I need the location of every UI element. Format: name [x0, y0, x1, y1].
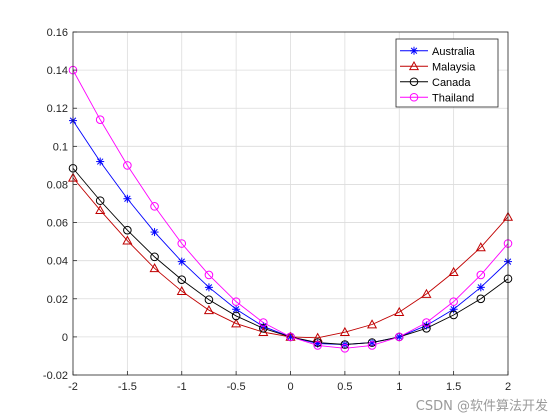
data-point-malaysia	[203, 304, 214, 315]
data-point-malaysia	[95, 204, 106, 215]
data-point-australia	[150, 228, 159, 237]
data-point-thailand	[204, 270, 214, 280]
data-point-thailand	[449, 297, 458, 306]
x-tick-label: 0	[287, 381, 293, 393]
data-point-canada	[204, 295, 214, 305]
x-tick-label: -0.5	[227, 381, 246, 393]
data-point-malaysia	[367, 319, 378, 329]
y-tick-label: 0.1	[53, 141, 68, 153]
data-point-malaysia	[122, 235, 133, 245]
data-point-australia	[123, 194, 132, 203]
legend-marker-canada	[409, 77, 419, 87]
legend-label-malaysia: Malaysia	[432, 61, 476, 73]
data-point-canada	[177, 275, 187, 285]
data-point-thailand	[177, 239, 187, 248]
data-point-australia	[177, 257, 186, 266]
legend-label-thailand: Thailand	[432, 92, 474, 104]
data-point-thailand	[123, 161, 132, 170]
data-point-canada	[259, 324, 268, 333]
x-tick-label: 0.5	[337, 381, 352, 393]
data-point-thailand	[394, 332, 404, 342]
y-tick-label: -0.02	[43, 370, 68, 382]
data-point-australia	[204, 283, 213, 292]
data-point-canada	[422, 324, 431, 333]
x-tick-label: -1.5	[118, 381, 137, 393]
x-tick-label: 1	[396, 381, 402, 393]
data-point-canada	[313, 338, 322, 347]
ticks	[72, 31, 509, 376]
data-point-thailand	[150, 202, 159, 211]
data-point-malaysia	[448, 266, 459, 276]
data-point-canada	[476, 294, 486, 304]
data-point-thailand	[422, 318, 431, 327]
x-tick-label: -1	[177, 381, 187, 393]
data-point-thailand	[476, 270, 486, 280]
x-tick-label: 1.5	[446, 381, 461, 393]
data-point-canada	[95, 196, 105, 205]
data-point-canada	[367, 338, 377, 347]
data-point-malaysia	[149, 263, 160, 273]
data-point-thailand	[313, 341, 322, 350]
legend-marker-australia	[410, 46, 418, 55]
legend-marker-thailand	[409, 92, 419, 102]
legend-label-australia: Australia	[432, 46, 476, 58]
y-tick-label: 0.16	[47, 27, 68, 39]
x-tick-label: -2	[68, 381, 78, 393]
data-point-thailand	[95, 115, 105, 124]
y-tick-label: 0.12	[47, 103, 68, 115]
y-tick-label: 0.14	[47, 65, 68, 77]
data-point-canada	[150, 252, 159, 262]
legend-marker-malaysia	[408, 61, 420, 71]
data-point-australia	[476, 283, 485, 292]
y-tick-label: 0.06	[47, 218, 68, 230]
data-point-malaysia	[421, 288, 432, 298]
legend-label-canada: Canada	[432, 77, 471, 89]
data-point-thailand	[340, 344, 350, 353]
data-point-australia	[96, 157, 105, 166]
data-point-malaysia	[394, 306, 405, 316]
data-point-canada	[340, 340, 350, 349]
data-point-thailand	[367, 341, 377, 350]
data-point-canada	[231, 311, 241, 321]
series-markers	[67, 65, 514, 353]
data-point-malaysia	[176, 285, 187, 296]
tick-labels: -2 -1.5 -1 -0.5 0 0.5 1 1.5 2 -0.02 0 0.02 0.04 0.06 0…	[43, 27, 511, 393]
data-point-canada	[123, 225, 132, 235]
data-point-malaysia	[339, 326, 350, 336]
data-point-canada	[449, 310, 458, 320]
y-tick-label: 0	[62, 332, 68, 344]
data-point-malaysia	[475, 242, 486, 252]
data-point-malaysia	[231, 318, 242, 328]
x-tick-label: 2	[505, 381, 511, 393]
y-tick-label: 0.04	[47, 256, 68, 268]
y-tick-label: 0.08	[47, 179, 68, 191]
data-point-australia	[395, 332, 404, 341]
legend: Australia Malaysia Canada Thailand	[395, 38, 499, 108]
data-point-thailand	[231, 297, 241, 306]
y-tick-label: 0.02	[47, 294, 68, 306]
watermark: CSDN @软件算法开发	[415, 399, 548, 414]
data-point-thailand	[259, 318, 268, 327]
data-point-thailand	[286, 332, 295, 342]
